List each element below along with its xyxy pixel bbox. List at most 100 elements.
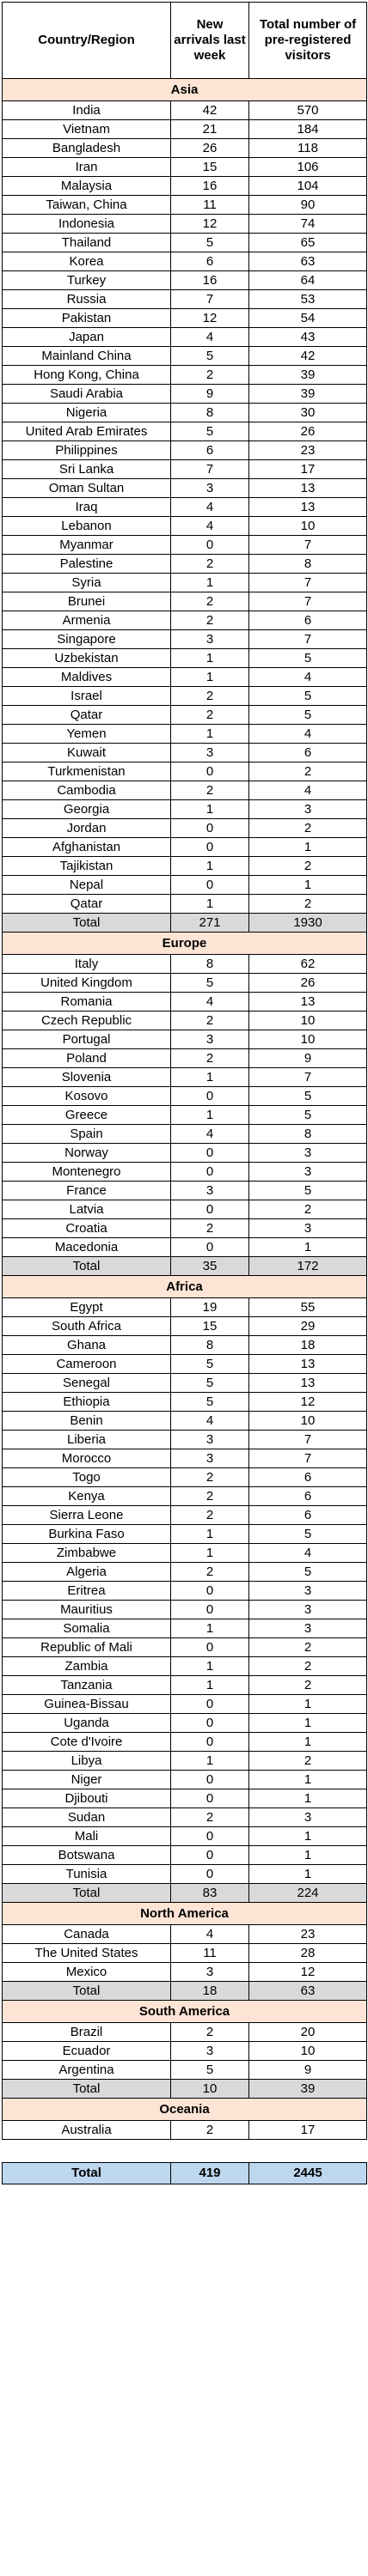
table-row: Jordan 0 2 bbox=[2, 818, 367, 838]
total-visitors-cell: 39 bbox=[248, 384, 367, 404]
new-arrivals-cell: 3 bbox=[170, 478, 249, 498]
total-visitors-cell: 104 bbox=[248, 176, 367, 196]
new-arrivals-cell: 0 bbox=[170, 1770, 249, 1789]
table-row: Bangladesh 26 118 bbox=[2, 138, 367, 158]
country-cell: Iran bbox=[2, 157, 171, 177]
total-visitors-cell: 6 bbox=[248, 1486, 367, 1506]
table-row: Latvia 0 2 bbox=[2, 1200, 367, 1219]
country-cell: Singapore bbox=[2, 629, 171, 649]
table-row: The United States 11 28 bbox=[2, 1943, 367, 1963]
new-arrivals-cell: 8 bbox=[170, 403, 249, 422]
new-arrivals-cell: 11 bbox=[170, 1943, 249, 1963]
new-arrivals-cell: 3 bbox=[170, 2041, 249, 2061]
table-row: Greece 1 5 bbox=[2, 1105, 367, 1125]
new-arrivals-cell: 12 bbox=[170, 308, 249, 328]
country-cell: Lebanon bbox=[2, 516, 171, 536]
total-visitors-cell: 3 bbox=[248, 1619, 367, 1638]
header-row: Country/Region New arrivals last week To… bbox=[2, 2, 367, 79]
country-cell: Libya bbox=[2, 1751, 171, 1771]
total-visitors-cell: 1 bbox=[248, 1694, 367, 1714]
country-cell: Armenia bbox=[2, 611, 171, 630]
new-arrivals-cell: 19 bbox=[170, 1297, 249, 1317]
country-cell: Japan bbox=[2, 327, 171, 347]
total-visitors-cell: 3 bbox=[248, 1807, 367, 1827]
total-visitors-cell: 1930 bbox=[248, 913, 367, 933]
table-row: Ethiopia 5 12 bbox=[2, 1392, 367, 1412]
new-arrivals-cell: 0 bbox=[170, 762, 249, 781]
total-visitors-cell: 7 bbox=[248, 592, 367, 611]
table-row: Kuwait 3 6 bbox=[2, 743, 367, 762]
new-arrivals-cell: 2 bbox=[170, 686, 249, 706]
table-row: Indonesia 12 74 bbox=[2, 214, 367, 234]
total-visitors-cell: 26 bbox=[248, 973, 367, 993]
country-cell: Botswana bbox=[2, 1845, 171, 1865]
new-arrivals-cell: 1 bbox=[170, 573, 249, 592]
grand-total-row: Total 419 2445 bbox=[2, 2162, 367, 2184]
table-row: Brazil 2 20 bbox=[2, 2022, 367, 2042]
table-row: Pakistan 12 54 bbox=[2, 308, 367, 328]
total-visitors-cell: 26 bbox=[248, 422, 367, 441]
total-visitors-cell: 63 bbox=[248, 252, 367, 271]
new-arrivals-cell: 3 bbox=[170, 1430, 249, 1449]
country-cell: Cambodia bbox=[2, 781, 171, 800]
total-new-arrivals-cell: 18 bbox=[170, 1981, 249, 2001]
new-arrivals-cell: 2 bbox=[170, 1807, 249, 1827]
new-arrivals-cell: 11 bbox=[170, 195, 249, 215]
section-total-row: Total 18 63 bbox=[2, 1981, 367, 2001]
country-cell: Pakistan bbox=[2, 308, 171, 328]
table-row: Russia 7 53 bbox=[2, 289, 367, 309]
new-arrivals-cell: 0 bbox=[170, 1581, 249, 1601]
section-header-row: Asia bbox=[2, 78, 367, 101]
new-arrivals-cell: 5 bbox=[170, 1354, 249, 1374]
country-cell: Korea bbox=[2, 252, 171, 271]
country-cell: Czech Republic bbox=[2, 1011, 171, 1030]
new-arrivals-cell: 2 bbox=[170, 705, 249, 725]
total-visitors-cell: 6 bbox=[248, 1467, 367, 1487]
total-visitors-cell: 17 bbox=[248, 459, 367, 479]
new-arrivals-cell: 8 bbox=[170, 954, 249, 974]
new-arrivals-cell: 1 bbox=[170, 724, 249, 744]
new-arrivals-cell: 0 bbox=[170, 1732, 249, 1752]
table-row: Turkmenistan 0 2 bbox=[2, 762, 367, 781]
total-visitors-cell: 6 bbox=[248, 743, 367, 762]
total-visitors-cell: 118 bbox=[248, 138, 367, 158]
table-row: Japan 4 43 bbox=[2, 327, 367, 347]
country-cell: Uzbekistan bbox=[2, 648, 171, 668]
new-arrivals-cell: 3 bbox=[170, 1962, 249, 1982]
country-cell: Iraq bbox=[2, 497, 171, 517]
new-arrivals-cell: 3 bbox=[170, 743, 249, 762]
new-arrivals-cell: 3 bbox=[170, 1181, 249, 1200]
country-cell: Benin bbox=[2, 1411, 171, 1431]
new-arrivals-cell: 4 bbox=[170, 497, 249, 517]
new-arrivals-cell: 9 bbox=[170, 384, 249, 404]
country-cell: United Kingdom bbox=[2, 973, 171, 993]
new-arrivals-cell: 2 bbox=[170, 1467, 249, 1487]
section-header-row: North America bbox=[2, 1902, 367, 1925]
total-visitors-cell: 224 bbox=[248, 1883, 367, 1903]
total-visitors-cell: 13 bbox=[248, 992, 367, 1012]
table-row: Hong Kong, China 2 39 bbox=[2, 365, 367, 385]
total-visitors-cell: 1 bbox=[248, 1713, 367, 1733]
table-row: Iraq 4 13 bbox=[2, 497, 367, 517]
table-row: Syria 1 7 bbox=[2, 573, 367, 592]
table-row: Turkey 16 64 bbox=[2, 270, 367, 290]
country-cell: Montenegro bbox=[2, 1162, 171, 1182]
total-visitors-cell: 4 bbox=[248, 724, 367, 744]
total-visitors-cell: 13 bbox=[248, 1354, 367, 1374]
table-row: Portugal 3 10 bbox=[2, 1030, 367, 1049]
table-row: Cambodia 2 4 bbox=[2, 781, 367, 800]
new-arrivals-cell: 0 bbox=[170, 875, 249, 895]
new-arrivals-cell: 2 bbox=[170, 781, 249, 800]
table-row: Montenegro 0 3 bbox=[2, 1162, 367, 1182]
table-row: Algeria 2 5 bbox=[2, 1562, 367, 1582]
country-cell: Malaysia bbox=[2, 176, 171, 196]
country-cell: Myanmar bbox=[2, 535, 171, 555]
total-visitors-cell: 4 bbox=[248, 667, 367, 687]
new-arrivals-cell: 42 bbox=[170, 100, 249, 120]
country-cell: France bbox=[2, 1181, 171, 1200]
section-total-row: Total 10 39 bbox=[2, 2079, 367, 2099]
total-visitors-cell: 65 bbox=[248, 233, 367, 252]
country-cell: Cote d'Ivoire bbox=[2, 1732, 171, 1752]
table-row: Djibouti 0 1 bbox=[2, 1789, 367, 1808]
table-row: Somalia 1 3 bbox=[2, 1619, 367, 1638]
